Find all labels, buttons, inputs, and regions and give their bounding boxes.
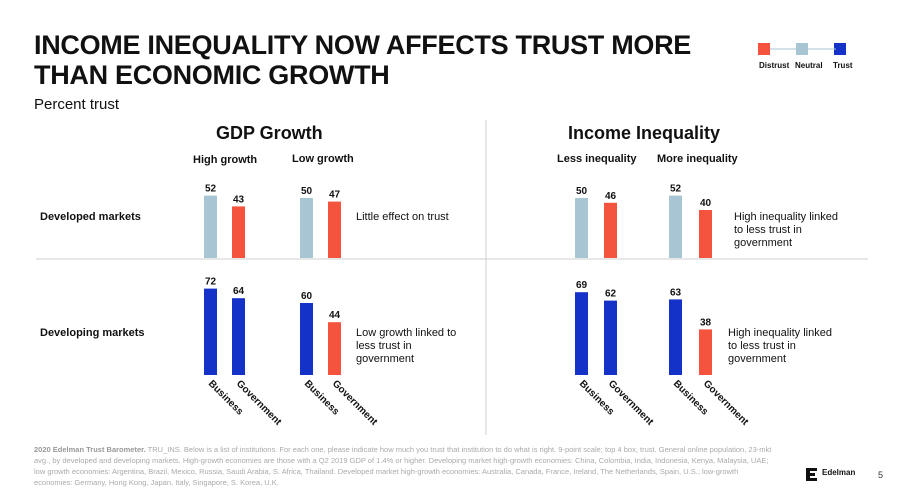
bar-value-label: 50 bbox=[301, 186, 313, 197]
bar-business bbox=[204, 288, 217, 375]
bar-value-label: 52 bbox=[205, 184, 217, 195]
bar-business bbox=[575, 292, 588, 375]
bar-value-label: 52 bbox=[670, 184, 682, 195]
legend-label-distrust: Distrust bbox=[759, 61, 790, 70]
bar-value-label: 43 bbox=[233, 194, 245, 205]
col-header-more-inequality: More inequality bbox=[657, 153, 738, 165]
footnote-source: 2020 Edelman Trust Barometer. bbox=[34, 445, 146, 454]
bar-business bbox=[300, 198, 313, 258]
category-label-government: Government bbox=[701, 378, 751, 428]
legend-swatch-distrust bbox=[758, 43, 770, 55]
bar-value-label: 46 bbox=[605, 191, 617, 202]
bar-business bbox=[575, 198, 588, 258]
edelman-logo: Edelman bbox=[804, 466, 855, 487]
page-title: INCOME INEQUALITY NOW AFFECTS TRUST MORE… bbox=[34, 30, 691, 90]
bar-value-label: 38 bbox=[700, 317, 712, 328]
footnote-text: TRU_INS. Below is a list of institutions… bbox=[34, 445, 772, 487]
category-label-government: Government bbox=[606, 378, 656, 428]
bar-government bbox=[699, 329, 712, 375]
panel-title-gdp-growth: GDP Growth bbox=[216, 123, 323, 143]
bar-value-label: 64 bbox=[233, 286, 245, 297]
bar-business bbox=[204, 195, 217, 258]
legend-label-neutral: Neutral bbox=[795, 61, 823, 70]
bar-value-label: 44 bbox=[329, 310, 341, 321]
bar-value-label: 62 bbox=[605, 289, 617, 300]
bar-government bbox=[604, 202, 617, 258]
annotation-low-growth: Low growth linked to less trust in gover… bbox=[356, 327, 457, 365]
page-number: 5 bbox=[878, 470, 884, 480]
row-label-developed-markets: Developed markets bbox=[40, 211, 141, 223]
bar-value-label: 72 bbox=[205, 277, 217, 288]
bar-value-label: 69 bbox=[576, 280, 588, 291]
footnote: 2020 Edelman Trust Barometer. TRU_INS. B… bbox=[34, 444, 774, 488]
bar-value-label: 47 bbox=[329, 190, 341, 201]
edelman-logo-icon bbox=[806, 468, 817, 481]
row-label-developing-markets: Developing markets bbox=[40, 327, 145, 339]
category-label-government: Government bbox=[234, 378, 284, 428]
col-header-high-growth: High growth bbox=[193, 154, 258, 166]
annotation-high-inequality-developed: High inequality linked to less trust in … bbox=[734, 211, 838, 249]
bar-value-label: 40 bbox=[700, 198, 712, 209]
legend-label-trust: Trust bbox=[833, 61, 853, 70]
category-label-government: Government bbox=[330, 378, 380, 428]
bar-value-label: 60 bbox=[301, 291, 313, 302]
edelman-logo-text: Edelman bbox=[822, 468, 856, 477]
panel-title-income-inequality: Income Inequality bbox=[568, 123, 721, 143]
bar-government bbox=[232, 298, 245, 375]
bar-government bbox=[604, 300, 617, 375]
bar-business bbox=[669, 299, 682, 375]
bar-business bbox=[300, 303, 313, 375]
col-header-less-inequality: Less inequality bbox=[557, 153, 637, 165]
bar-government bbox=[328, 201, 341, 258]
bar-value-label: 63 bbox=[670, 287, 682, 298]
col-header-low-growth: Low growth bbox=[292, 153, 354, 165]
bar-value-label: 50 bbox=[576, 186, 588, 197]
bar-business bbox=[669, 195, 682, 258]
title-line-2: THAN ECONOMIC GROWTH bbox=[34, 60, 390, 90]
bar-government bbox=[232, 206, 245, 258]
title-line-1: INCOME INEQUALITY NOW AFFECTS TRUST MORE bbox=[34, 30, 691, 60]
legend-connector bbox=[770, 48, 836, 50]
subtitle: Percent trust bbox=[34, 96, 120, 113]
annotation-little-effect: Little effect on trust bbox=[356, 211, 449, 223]
bar-government bbox=[328, 322, 341, 375]
legend-swatch-trust bbox=[834, 43, 846, 55]
annotation-high-inequality-developing: High inequality linked to less trust in … bbox=[728, 327, 832, 365]
bar-government bbox=[699, 210, 712, 258]
